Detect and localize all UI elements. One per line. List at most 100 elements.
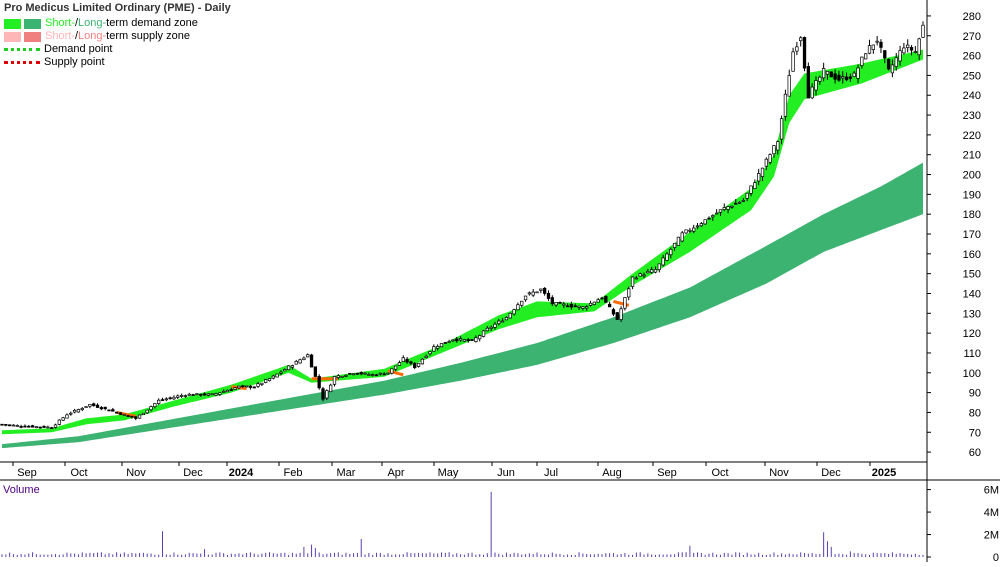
candle-body — [7, 424, 12, 427]
candle-body — [764, 158, 768, 167]
candle-body — [600, 297, 604, 300]
candle-body — [711, 215, 715, 218]
candle-body — [871, 44, 875, 50]
candle-body — [206, 393, 211, 396]
volume-label: Volume — [3, 484, 40, 496]
x-tick-label: Aug — [602, 467, 622, 479]
candle-body — [149, 406, 153, 411]
candle-body — [802, 37, 807, 69]
candle-body — [707, 217, 711, 220]
x-tick-label: Jul — [544, 467, 558, 479]
candle-body — [516, 304, 520, 311]
candle-body — [527, 292, 532, 295]
candle-body — [313, 366, 318, 377]
candle-body — [730, 205, 734, 208]
chart-title: Pro Medicus Limited Ordinary (PME) - Dai… — [4, 2, 231, 14]
candle-body — [290, 365, 295, 368]
candle-body — [753, 182, 757, 189]
candle-body — [0, 423, 4, 426]
candle-body — [458, 338, 463, 341]
candle-body — [883, 50, 887, 59]
candle-body — [53, 424, 58, 428]
candle-body — [317, 376, 321, 389]
candle-body — [283, 369, 287, 372]
candle-body — [783, 93, 788, 117]
candle-body — [818, 76, 822, 82]
candle-body — [363, 372, 367, 375]
candle-body — [650, 269, 654, 273]
candle-body — [833, 73, 837, 80]
legend-supply-zone: Short- / Long-term supply zone — [4, 30, 231, 43]
candle-body — [814, 80, 818, 91]
x-tick-label: Feb — [284, 467, 303, 479]
legend-supply-short-label: Short- — [45, 30, 75, 42]
candle-body — [359, 372, 363, 375]
volume-tick-label: 0 — [993, 552, 999, 562]
candle-body — [470, 339, 474, 341]
candle-body — [638, 273, 642, 277]
candle-body — [202, 393, 207, 396]
candle-body — [428, 351, 432, 355]
x-tick-label: Oct — [711, 467, 728, 479]
candle-body — [684, 229, 688, 234]
candle-body — [864, 53, 868, 60]
candle-body — [199, 393, 203, 396]
legend-demand-short-label: Short- — [45, 17, 75, 29]
candle-body — [390, 368, 394, 374]
candle-body — [137, 414, 142, 419]
candle-body — [520, 300, 524, 306]
candle-body — [607, 303, 612, 308]
candle-body — [107, 409, 111, 412]
x-tick-label: Dec — [821, 467, 841, 479]
candle-body — [497, 320, 501, 325]
candle-body — [451, 339, 455, 342]
candle-body — [787, 75, 791, 97]
volume-tick-label: 4M — [984, 507, 999, 519]
candle-body — [856, 67, 860, 79]
candle-body — [562, 303, 566, 306]
candle-body — [508, 312, 512, 319]
candle-body — [80, 408, 84, 411]
legend-supply-long-label: Long- — [78, 30, 107, 42]
candle-body — [539, 288, 543, 291]
candle-body — [279, 371, 283, 374]
candle-body — [860, 56, 864, 66]
candle-body — [867, 45, 872, 54]
y-tick-label: 120 — [963, 328, 981, 340]
x-tick-label: Sep — [657, 467, 677, 479]
candle-body — [722, 207, 726, 210]
candle-body — [432, 346, 436, 352]
candle-body — [225, 389, 230, 393]
candle-body — [367, 374, 371, 376]
candle-body — [535, 291, 539, 294]
candle-body — [596, 299, 600, 303]
candle-body — [604, 295, 608, 303]
legend-demand-suffix: term demand zone — [106, 17, 198, 29]
candle-body — [397, 362, 402, 366]
y-tick-label: 230 — [963, 110, 981, 122]
candle-body — [646, 271, 650, 274]
candle-body — [302, 357, 306, 360]
candle-body — [413, 363, 417, 368]
candle-body — [493, 323, 497, 328]
candle-body — [145, 409, 149, 414]
supply-point-line — [4, 61, 40, 64]
candle-body — [382, 373, 386, 376]
candle-body — [841, 76, 845, 79]
candle-body — [298, 359, 302, 364]
y-tick-label: 210 — [963, 150, 981, 162]
y-tick-label: 250 — [963, 70, 981, 82]
candle-body — [420, 358, 425, 365]
candle-body — [585, 306, 589, 309]
candle-body — [726, 206, 730, 210]
candle-body — [692, 227, 696, 232]
candle-body — [634, 277, 639, 280]
candle-body — [466, 339, 470, 342]
legend-supply-separator: / — [74, 30, 79, 42]
candle-body — [443, 342, 447, 344]
y-tick-label: 150 — [963, 269, 981, 281]
candle-body — [294, 360, 298, 365]
candle-body — [371, 374, 375, 376]
x-tick-label: 2025 — [872, 467, 896, 479]
